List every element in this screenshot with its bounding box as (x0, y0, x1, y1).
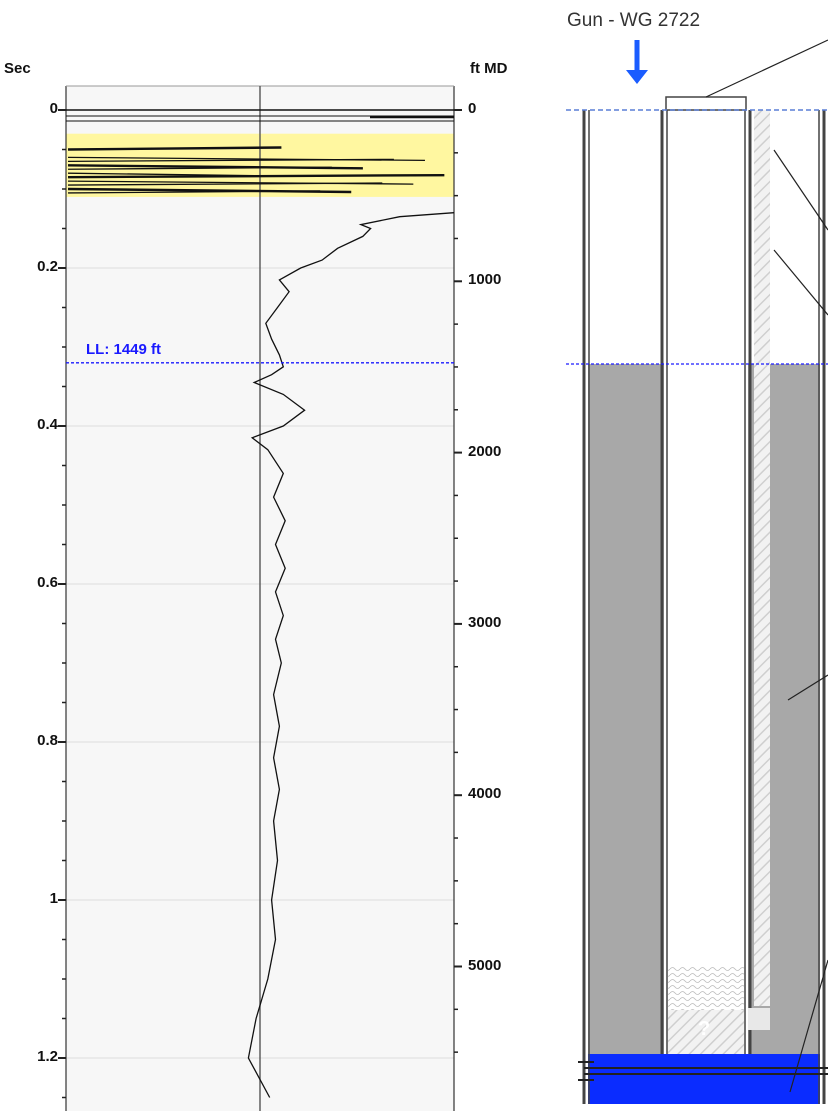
echo-burst (67, 146, 282, 151)
echo-burst (67, 190, 321, 194)
left-tick-label: 1 (49, 890, 58, 907)
pump-seat (748, 1008, 770, 1030)
acoustic-trace (247, 212, 455, 1098)
left-tick-label: 0 (49, 100, 58, 117)
leader-line-hanger (705, 39, 828, 98)
leader-line-fluid (787, 674, 828, 701)
right-tick-label: 2000 (468, 442, 502, 460)
right-tick-label: 1000 (468, 271, 502, 289)
echo-burst (67, 182, 383, 186)
annulus-fluid-left (588, 364, 664, 1054)
left-tick-label: 1.2 (37, 1048, 58, 1065)
echo-burst (67, 173, 445, 179)
leader-line-rod-1 (773, 149, 828, 231)
right-tick-label: 3000 (468, 613, 502, 631)
right-axis-ticks (454, 109, 462, 1053)
bottom-fluid (588, 1054, 820, 1104)
left-tick-label: 0.4 (37, 416, 58, 433)
rod-string (754, 110, 770, 1006)
echo-bursts (67, 146, 445, 194)
right-tick-label: 0 (468, 100, 477, 117)
leader-line-bottom (789, 959, 828, 1093)
gun-arrow-head (626, 70, 648, 84)
gun-label: Gun - WG 2722 (567, 10, 701, 31)
right-tick-label: 5000 (468, 956, 502, 974)
left-tick-label: 0.6 (37, 574, 58, 591)
unknown-zone-mark: ? (698, 1018, 711, 1040)
leader-line-rod-2 (773, 249, 828, 316)
tubing-hanger (665, 96, 747, 111)
echo-burst (67, 158, 394, 162)
left-tick-label: 0.8 (37, 732, 58, 749)
echo-burst (67, 166, 332, 170)
left-axis-title: Sec (4, 60, 31, 77)
acoustic-chart (58, 85, 462, 1111)
right-tick-label: 4000 (468, 785, 502, 803)
packed-sand (668, 966, 744, 1010)
liquid-level-label: LL: 1449 ft (86, 341, 162, 358)
annulus-fluid-right (748, 364, 820, 1054)
left-tick-label: 0.2 (37, 258, 58, 275)
left-axis-ticks (58, 109, 66, 1099)
right-axis-title: ft MD (470, 60, 508, 77)
